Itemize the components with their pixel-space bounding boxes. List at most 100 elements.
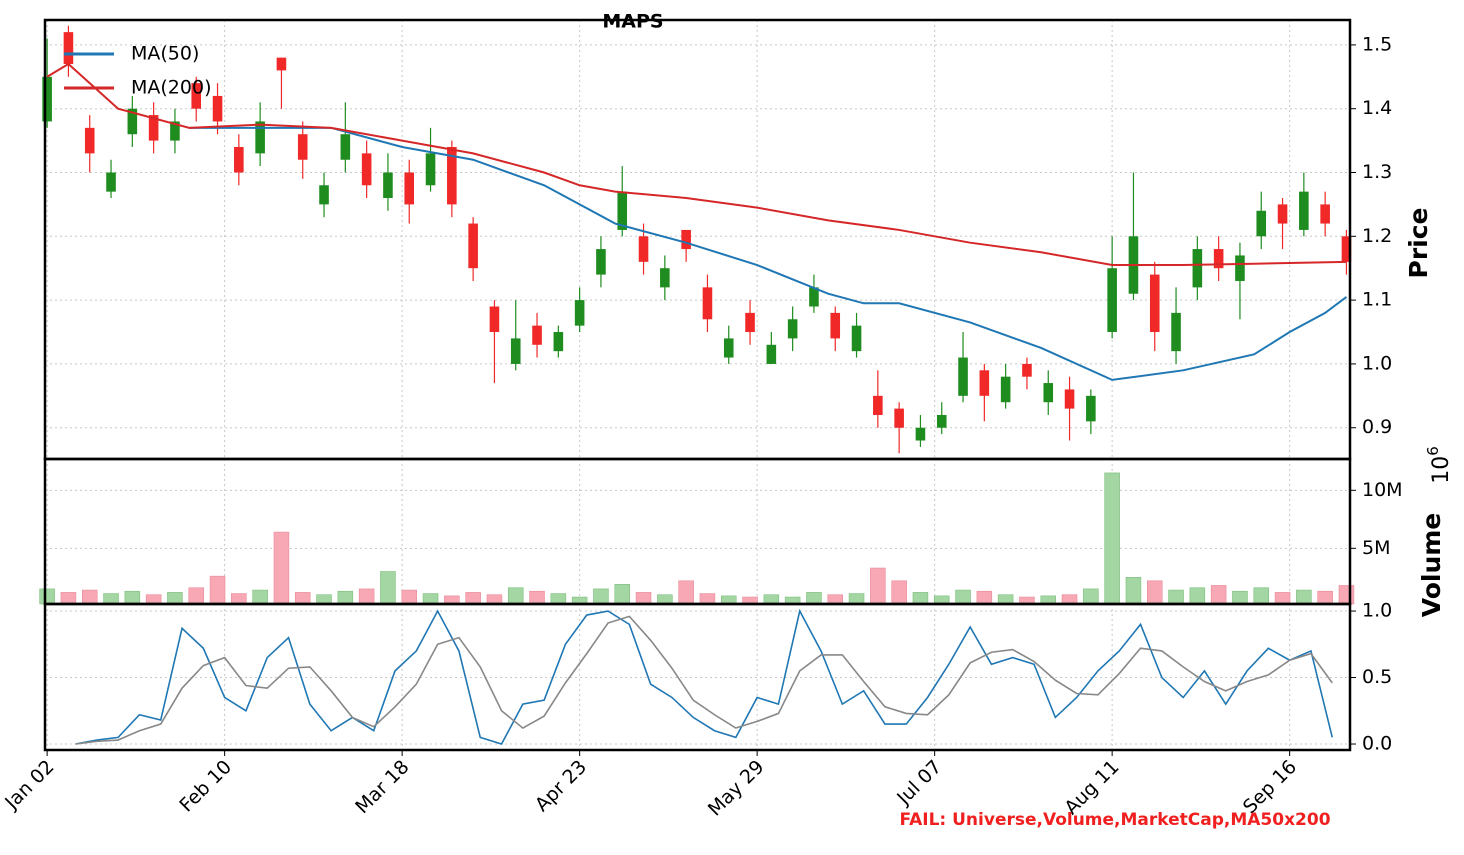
volume-bar (1168, 589, 1184, 605)
candle-body (787, 319, 798, 339)
y-tick-label: 0.5 (1362, 666, 1392, 688)
y-tick-label: 0.9 (1362, 416, 1392, 438)
candle-body (1277, 204, 1288, 224)
y-tick-label: 5M (1362, 537, 1390, 559)
volume-bar (614, 583, 630, 605)
candle-body (1235, 255, 1245, 281)
volume-bar (955, 589, 971, 605)
volume-bar (1210, 585, 1227, 605)
candle-body (1192, 249, 1203, 288)
volume-bar (1083, 588, 1099, 605)
annotation: FAIL: Universe,Volume,MarketCap,MA50x200 (899, 810, 1330, 830)
y-axis-label: Price (1404, 208, 1433, 279)
candle-body (638, 236, 649, 262)
volume-bar (103, 593, 119, 605)
volume-bar (806, 592, 822, 605)
volume-bar (209, 575, 226, 605)
candle-body (873, 395, 883, 415)
candle-body (1256, 210, 1267, 237)
candle-body (532, 325, 542, 345)
volume-bar (124, 590, 141, 605)
ma-line (189, 126, 1348, 381)
volume-bar (81, 589, 98, 605)
candle-body (340, 134, 351, 160)
volume-bar (401, 589, 417, 605)
x-tick-label: Jan 02 (0, 756, 58, 814)
candle-body (510, 338, 521, 364)
candle-body (660, 268, 670, 288)
volume-bar (1338, 585, 1355, 605)
volume-bar (763, 594, 780, 605)
offset-exponent: 6 (1424, 446, 1442, 456)
x-tick-label: Mar 18 (351, 756, 413, 818)
candle-body (553, 332, 564, 352)
offset-label: 106 (1424, 446, 1455, 484)
volume-bar (848, 593, 865, 605)
candle-body (404, 172, 415, 205)
x-tick-label: Sep 16 (1239, 756, 1301, 818)
x-tick-label: May 29 (704, 756, 769, 821)
candle-body (234, 146, 244, 173)
candle-body (84, 127, 95, 154)
candle-body (63, 32, 74, 65)
panel-frame (43, 602, 1352, 752)
candle-body (723, 338, 734, 358)
candle-body (1171, 312, 1181, 352)
candle-body (468, 223, 478, 269)
volume-bar (316, 594, 332, 605)
candle-body (212, 95, 223, 122)
candle-body (894, 408, 904, 428)
x-tick-label: Jul 07 (892, 756, 946, 810)
candle-body (745, 312, 755, 333)
volume-bar (1104, 472, 1120, 605)
y-tick-label: 1.4 (1362, 97, 1392, 119)
candle-body (489, 306, 500, 333)
volume-bar (593, 588, 609, 605)
volume-bar (1061, 594, 1078, 605)
volume-bar (1146, 580, 1163, 605)
candle-body (447, 146, 457, 205)
candle-body (1320, 204, 1330, 224)
volume-bar (39, 588, 55, 605)
oscillator-line (75, 615, 1333, 745)
volume-bar (1317, 590, 1333, 605)
volume-bar (997, 594, 1014, 605)
candle-body (830, 312, 841, 339)
volume-bar (891, 580, 907, 605)
y-tick-label: 1.3 (1362, 161, 1392, 183)
legend-label: MA(50) (131, 43, 199, 65)
volume-bar (60, 592, 77, 605)
candle-body (361, 153, 372, 186)
y-tick-label: 1.0 (1362, 352, 1392, 374)
candle-body (1213, 249, 1224, 269)
candle-body (191, 83, 202, 109)
candle-body (617, 191, 628, 230)
volume-bar (1253, 587, 1270, 605)
volume-bar (167, 592, 183, 605)
candle-body (297, 134, 308, 160)
volume-bar (486, 594, 503, 605)
y-tick-label: 1.2 (1362, 225, 1392, 247)
candle-body (383, 172, 393, 199)
legend-label: MA(200) (131, 77, 211, 99)
volume-bar (1125, 577, 1142, 605)
candle-body (1107, 268, 1117, 333)
candle-body (702, 287, 713, 320)
volume-bar (1189, 587, 1206, 605)
y-tick-label: 1.0 (1362, 600, 1392, 622)
volume-bar (337, 590, 354, 605)
candle-body (681, 229, 691, 250)
candle-body (766, 344, 777, 364)
x-tick-label: Apr 23 (531, 756, 591, 816)
volume-bar (1296, 589, 1312, 605)
volume-bar (1274, 592, 1291, 605)
candle-body (42, 76, 52, 122)
volume-bar (635, 592, 652, 605)
candle-body (596, 249, 606, 275)
volume-bar (188, 587, 204, 605)
volume-bar (422, 593, 439, 605)
candle-body (851, 325, 862, 352)
candle-body (809, 287, 819, 307)
candle-body (979, 370, 990, 396)
